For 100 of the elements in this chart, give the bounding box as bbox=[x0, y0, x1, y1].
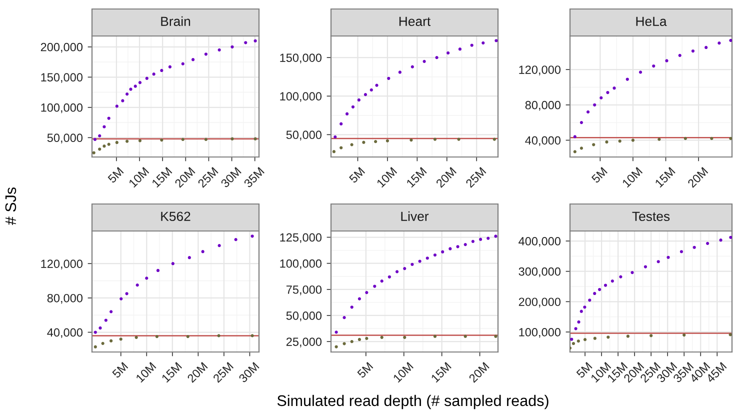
point bbox=[652, 64, 656, 68]
point bbox=[570, 338, 574, 341]
point bbox=[464, 334, 467, 338]
point bbox=[593, 103, 596, 106]
point bbox=[410, 65, 414, 68]
y-tick-label: 100,000 bbox=[519, 328, 561, 338]
y-tick-label: 50,000 bbox=[286, 312, 322, 322]
x-tick-label: 5M bbox=[348, 167, 366, 184]
point bbox=[152, 72, 156, 76]
point bbox=[115, 104, 118, 108]
point bbox=[600, 96, 603, 100]
y-tick-label: 150,000 bbox=[41, 73, 83, 83]
point bbox=[612, 86, 616, 90]
point bbox=[656, 260, 660, 264]
point bbox=[334, 345, 338, 348]
point bbox=[332, 150, 336, 154]
point bbox=[492, 138, 496, 141]
point bbox=[388, 275, 392, 278]
point bbox=[201, 250, 204, 254]
y-tick-label: 80,000 bbox=[47, 294, 83, 304]
point bbox=[250, 234, 254, 238]
point bbox=[121, 99, 124, 102]
point bbox=[691, 49, 695, 53]
y-tick-label: 125,000 bbox=[280, 233, 322, 244]
point bbox=[358, 297, 362, 300]
y-tick-label: 100,000 bbox=[280, 92, 322, 102]
point bbox=[334, 330, 338, 334]
point bbox=[410, 138, 413, 142]
point bbox=[606, 90, 610, 94]
point bbox=[102, 144, 106, 148]
point bbox=[186, 335, 190, 338]
point bbox=[435, 56, 438, 60]
point bbox=[729, 38, 732, 42]
point bbox=[418, 260, 422, 263]
point bbox=[110, 310, 113, 314]
point bbox=[204, 138, 208, 142]
point bbox=[358, 338, 362, 342]
y-axis-title: # SJs bbox=[5, 187, 16, 226]
x-tick-label: 5M bbox=[576, 362, 592, 378]
y-tick-label: 50,000 bbox=[47, 134, 83, 144]
point bbox=[129, 88, 132, 91]
point bbox=[410, 262, 414, 266]
point bbox=[92, 151, 96, 154]
point bbox=[181, 138, 184, 142]
point bbox=[136, 284, 139, 287]
point bbox=[644, 265, 648, 268]
point bbox=[580, 146, 584, 150]
point bbox=[680, 250, 684, 254]
point bbox=[478, 238, 482, 241]
point bbox=[464, 243, 467, 246]
y-tick-label: 300,000 bbox=[518, 267, 561, 278]
point bbox=[110, 339, 113, 342]
point bbox=[457, 138, 460, 141]
point bbox=[583, 306, 586, 309]
point bbox=[482, 41, 485, 44]
point bbox=[718, 42, 721, 45]
point bbox=[342, 316, 346, 320]
y-tick-label: 400,000 bbox=[518, 237, 561, 247]
point bbox=[365, 336, 368, 340]
point bbox=[373, 284, 376, 288]
y-tick-label: 25,000 bbox=[286, 338, 322, 348]
point bbox=[398, 70, 402, 74]
point bbox=[704, 46, 708, 50]
point bbox=[403, 267, 406, 270]
point bbox=[340, 146, 343, 150]
point bbox=[678, 54, 682, 57]
point bbox=[586, 110, 590, 114]
point bbox=[98, 326, 102, 330]
point bbox=[577, 320, 580, 324]
x-tick-label: 5M bbox=[356, 362, 374, 378]
point bbox=[374, 140, 378, 144]
y-tick-label: 120,000 bbox=[519, 66, 561, 76]
point bbox=[706, 242, 710, 245]
point bbox=[138, 81, 142, 84]
point bbox=[342, 342, 346, 346]
point bbox=[580, 121, 584, 124]
point bbox=[580, 310, 583, 313]
point bbox=[606, 336, 610, 339]
point bbox=[101, 342, 104, 345]
chart-title: Liver bbox=[401, 211, 429, 222]
point bbox=[433, 334, 437, 338]
point bbox=[626, 334, 630, 338]
point bbox=[230, 45, 234, 48]
point bbox=[593, 336, 596, 340]
point bbox=[204, 52, 208, 56]
point bbox=[145, 76, 148, 80]
point bbox=[102, 125, 106, 128]
point bbox=[134, 336, 138, 339]
x-tick-label: 5M bbox=[107, 167, 124, 184]
point bbox=[598, 288, 602, 292]
point bbox=[666, 256, 670, 259]
point bbox=[93, 138, 97, 142]
point bbox=[156, 268, 160, 272]
point bbox=[576, 340, 580, 343]
point bbox=[386, 139, 390, 142]
point bbox=[250, 334, 254, 338]
point bbox=[682, 333, 686, 337]
point bbox=[254, 39, 257, 42]
point bbox=[426, 256, 429, 260]
point bbox=[370, 88, 373, 92]
